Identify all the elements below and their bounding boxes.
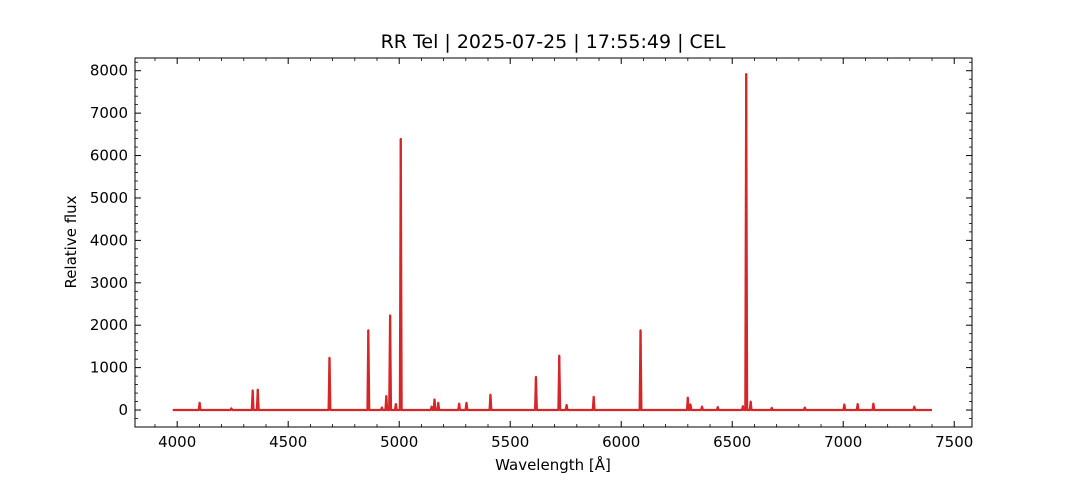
- x-tick-label-7000: 7000: [824, 433, 862, 451]
- y-tick-label-2000: 2000: [90, 316, 128, 334]
- y-tick-label-5000: 5000: [90, 189, 128, 207]
- x-tick-label-5000: 5000: [380, 433, 418, 451]
- x-tick-label-5500: 5500: [491, 433, 529, 451]
- x-tick-label-6000: 6000: [602, 433, 640, 451]
- y-tick-label-3000: 3000: [90, 274, 128, 292]
- x-tick-label-7500: 7500: [935, 433, 973, 451]
- y-tick-label-7000: 7000: [90, 104, 128, 122]
- x-axis-label: Wavelength [Å]: [495, 455, 611, 474]
- x-tick-label-4000: 4000: [158, 433, 196, 451]
- y-axis-label: Relative flux: [62, 195, 80, 288]
- y-tick-label-0: 0: [118, 401, 128, 419]
- x-tick-label-6500: 6500: [713, 433, 751, 451]
- y-tick-label-8000: 8000: [90, 62, 128, 80]
- y-tick-label-6000: 6000: [90, 147, 128, 165]
- x-tick-label-4500: 4500: [269, 433, 307, 451]
- chart-title: RR Tel | 2025-07-25 | 17:55:49 | CEL: [381, 31, 726, 53]
- y-tick-label-4000: 4000: [90, 231, 128, 249]
- plot-area: [172, 73, 933, 412]
- y-tick-label-1000: 1000: [90, 359, 128, 377]
- plot-frame: [134, 57, 973, 428]
